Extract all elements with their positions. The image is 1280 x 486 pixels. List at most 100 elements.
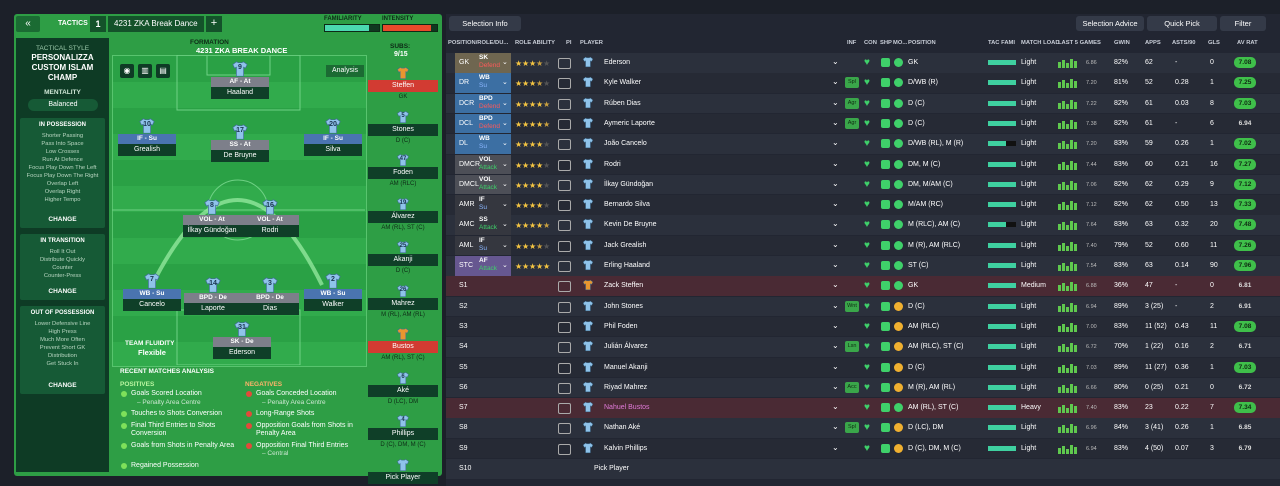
player-dropdown[interactable]: ⌄	[832, 97, 839, 107]
player-name[interactable]: Dias	[241, 303, 299, 315]
role-dropdown[interactable]: ⌄	[502, 221, 508, 229]
player-dropdown[interactable]: ⌄	[832, 320, 839, 330]
column-header[interactable]: MATCH LOAD	[1021, 40, 1060, 46]
role-dropdown[interactable]: ⌄	[502, 140, 508, 148]
selection-advice-button[interactable]: Selection Advice	[1076, 16, 1144, 31]
player-name[interactable]: João Cancelo	[604, 140, 647, 148]
role-dropdown[interactable]: ⌄	[502, 119, 508, 127]
column-header[interactable]: GWIN	[1114, 40, 1130, 46]
column-header[interactable]: ASTS/90	[1172, 40, 1196, 46]
filter-button[interactable]: Filter	[1220, 16, 1266, 31]
player-name[interactable]: Nathan Aké	[604, 424, 641, 432]
column-header[interactable]: TAC FAMI	[988, 40, 1015, 46]
sub-name[interactable]: Bustos	[368, 341, 438, 353]
player-name[interactable]: John Stones	[604, 302, 643, 310]
column-header[interactable]: APPS	[1145, 40, 1161, 46]
sub-name[interactable]: Phillips	[368, 428, 438, 440]
analysis-button[interactable]: Analysis	[326, 65, 364, 77]
player-dropdown[interactable]: ⌄	[832, 138, 839, 148]
player-name[interactable]: Pick Player	[594, 465, 630, 472]
player-dropdown[interactable]: ⌄	[832, 280, 839, 290]
column-header[interactable]: MO...	[893, 40, 908, 46]
player-name[interactable]: Rodri	[241, 225, 299, 237]
player-name[interactable]: Ederson	[213, 347, 271, 359]
player-name[interactable]: Grealish	[118, 144, 176, 156]
player-dropdown[interactable]: ⌄	[832, 442, 839, 452]
role-dropdown[interactable]: ⌄	[502, 241, 508, 249]
player-dropdown[interactable]: ⌄	[832, 361, 839, 371]
player-name[interactable]: Walker	[304, 299, 362, 311]
change-button[interactable]: CHANGE	[48, 288, 77, 295]
back-button[interactable]: «	[16, 16, 40, 32]
player-dropdown[interactable]: ⌄	[832, 158, 839, 168]
role-dropdown[interactable]: ⌄	[502, 160, 508, 168]
player-name[interactable]: Kyle Walker	[604, 79, 642, 87]
column-header[interactable]: LAST 5 GAMES	[1058, 40, 1101, 46]
column-header[interactable]: ROLE ABILITY	[515, 40, 556, 46]
player-name[interactable]: Ederson	[604, 59, 631, 66]
column-header[interactable]: POSITION/ROLE/DU...	[448, 40, 509, 46]
player-name[interactable]: Zack Steffen	[604, 282, 644, 290]
player-dropdown[interactable]: ⌄	[832, 402, 839, 412]
player-name[interactable]: Silva	[304, 144, 362, 156]
sub-name[interactable]: Álvarez	[368, 210, 438, 223]
player-dropdown[interactable]: ⌄	[832, 57, 839, 66]
player-name[interactable]: Cancelo	[123, 299, 181, 311]
role-dropdown[interactable]: ⌄	[502, 79, 508, 87]
player-name[interactable]: Julián Álvarez	[604, 343, 648, 351]
player-dropdown[interactable]: ⌄	[832, 219, 839, 229]
role-dropdown[interactable]: ⌄	[502, 99, 508, 107]
player-dropdown[interactable]: ⌄	[832, 117, 839, 127]
player-name[interactable]: Nahuel Bustos	[604, 404, 650, 412]
player-name[interactable]: Bernardo Silva	[604, 201, 650, 209]
player-dropdown[interactable]: ⌄	[832, 178, 839, 188]
player-name[interactable]: Manuel Akanji	[604, 363, 648, 371]
player-name[interactable]: Laporte	[184, 303, 242, 315]
tactic-select[interactable]: 4231 ZKA Break Dance	[108, 16, 204, 32]
formation-name[interactable]: 4231 ZKA BREAK DANCE	[196, 46, 288, 55]
player-dropdown[interactable]: ⌄	[832, 77, 839, 87]
player-name[interactable]: Kalvin Phillips	[604, 444, 648, 452]
sub-name[interactable]: Stones	[368, 123, 438, 136]
column-header[interactable]: CON	[864, 40, 877, 46]
quick-pick-button[interactable]: Quick Pick	[1147, 16, 1217, 31]
player-name[interactable]: De Bruyne	[211, 150, 269, 162]
player-dropdown[interactable]: ⌄	[832, 260, 839, 269]
player-name[interactable]: Erling Haaland	[604, 262, 650, 269]
view-toggle[interactable]: ▥	[138, 64, 152, 78]
column-header[interactable]: SHP	[880, 40, 892, 46]
player-name[interactable]: Rúben Dias	[604, 99, 641, 107]
change-button[interactable]: CHANGE	[48, 216, 77, 223]
sub-name[interactable]: Steffen	[368, 80, 438, 92]
player-dropdown[interactable]: ⌄	[832, 300, 839, 310]
selection-info-button[interactable]: Selection Info	[449, 16, 521, 31]
sub-name[interactable]: Foden	[368, 167, 438, 179]
role-dropdown[interactable]: ⌄	[502, 59, 508, 66]
column-header[interactable]: PLAYER	[580, 40, 603, 46]
role-dropdown[interactable]: ⌄	[502, 201, 508, 209]
player-name[interactable]: Rodri	[604, 160, 621, 168]
view-toggle[interactable]: ▤	[156, 64, 170, 78]
mentality-select[interactable]: Balanced	[28, 99, 98, 111]
sub-name[interactable]: Pick Player	[368, 471, 438, 484]
role-dropdown[interactable]: ⌄	[502, 262, 508, 269]
role-dropdown[interactable]: ⌄	[502, 180, 508, 188]
view-toggle[interactable]: ◉	[120, 64, 134, 78]
sub-name[interactable]: Mahrez	[368, 297, 438, 310]
analysis-title[interactable]: RECENT MATCHES ANALYSIS	[120, 368, 215, 375]
player-name[interactable]: İlkay Gündoğan	[604, 180, 654, 188]
column-header[interactable]: POSITION	[908, 40, 936, 46]
column-header[interactable]: PI	[566, 40, 572, 46]
player-dropdown[interactable]: ⌄	[832, 422, 839, 432]
player-dropdown[interactable]: ⌄	[832, 381, 839, 391]
player-dropdown[interactable]: ⌄	[832, 199, 839, 209]
player-name[interactable]: Aymeric Laporte	[604, 119, 655, 127]
player-dropdown[interactable]: ⌄	[832, 341, 839, 351]
player-name[interactable]: Jack Grealish	[604, 241, 647, 249]
add-tactic[interactable]: +	[206, 16, 222, 32]
player-dropdown[interactable]: ⌄	[832, 239, 839, 249]
sub-name[interactable]: Aké	[368, 384, 438, 397]
player-name[interactable]: İlkay Gündoğan	[183, 225, 241, 237]
player-name[interactable]: Haaland	[211, 87, 269, 99]
player-name[interactable]: Kevin De Bruyne	[604, 221, 657, 229]
